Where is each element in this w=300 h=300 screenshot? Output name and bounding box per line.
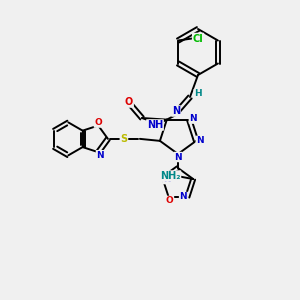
Text: Cl: Cl <box>193 34 203 44</box>
Text: N: N <box>163 175 171 184</box>
Text: O: O <box>166 196 173 206</box>
Text: N: N <box>96 151 104 160</box>
Text: N: N <box>172 106 180 116</box>
Text: H: H <box>194 89 202 98</box>
Text: NH₂: NH₂ <box>160 171 181 181</box>
Text: N: N <box>180 192 187 201</box>
Text: N: N <box>189 114 197 123</box>
Text: NH: NH <box>147 120 163 130</box>
Text: N: N <box>196 136 204 146</box>
Text: O: O <box>125 97 133 107</box>
Text: O: O <box>94 118 102 127</box>
Text: N: N <box>174 152 182 161</box>
Text: S: S <box>120 134 128 144</box>
